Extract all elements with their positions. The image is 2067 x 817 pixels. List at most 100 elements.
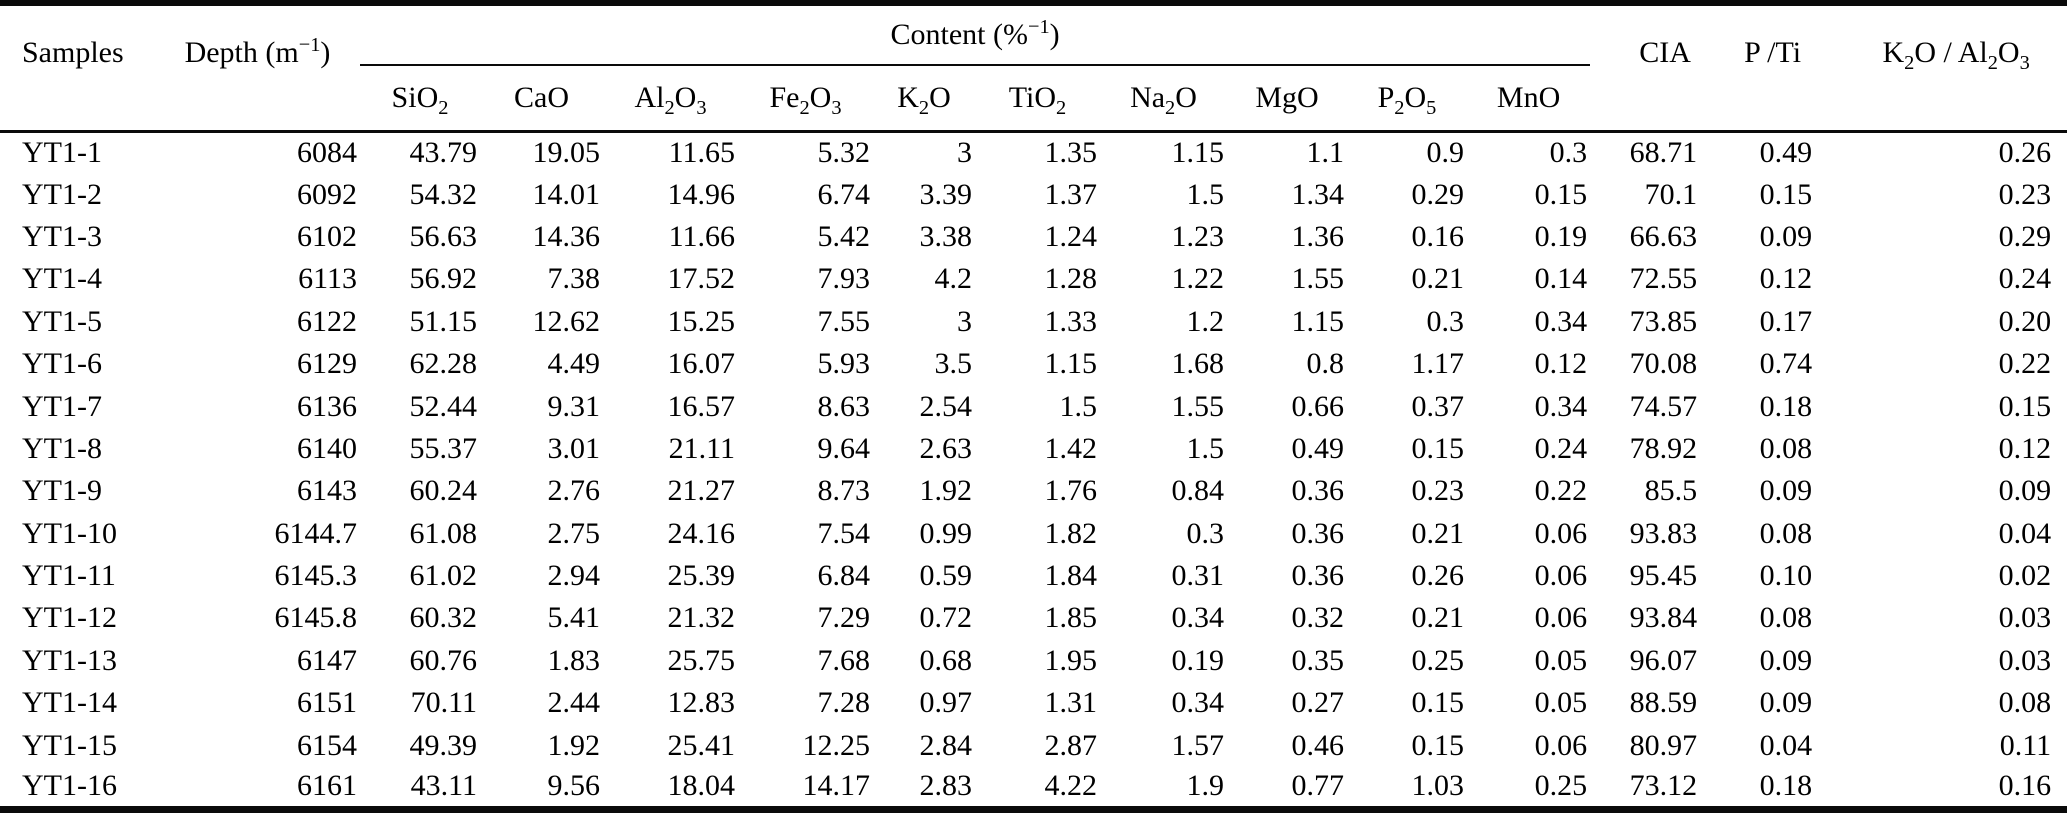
- cell-k2o-al2o3: 0.04: [1998, 516, 2052, 550]
- cell-cao: 12.62: [532, 304, 601, 338]
- cell-mno: 0.06: [1534, 728, 1588, 762]
- cell-sio2: 62.28: [409, 347, 478, 381]
- cell-cao: 3.01: [547, 431, 601, 465]
- cell-depth: 6145.8: [274, 601, 358, 635]
- cell-fe2o3: 7.54: [817, 516, 871, 550]
- cell-fe2o3: 5.32: [817, 135, 871, 169]
- cell-al2o3: 15.25: [667, 304, 736, 338]
- cell-cao: 2.75: [547, 516, 601, 550]
- cell-mgo: 0.8: [1306, 347, 1345, 381]
- cell-p2o5: 0.15: [1411, 431, 1465, 465]
- cell-tio2: 1.31: [1044, 686, 1098, 720]
- cell-al2o3: 17.52: [667, 262, 736, 296]
- cell-na2o: 1.68: [1171, 347, 1225, 381]
- cell-sample-id: YT1-3: [22, 219, 102, 253]
- cell-cia: 93.84: [1629, 601, 1698, 635]
- cell-depth: 6154: [297, 728, 357, 762]
- table-row: YT1-3 6102 56.63 14.36 11.66 5.42 3.38 1.24 1.23…: [0, 216, 2067, 258]
- cell-na2o: 1.5: [1186, 431, 1225, 465]
- cell-cia: 73.12: [1629, 769, 1698, 803]
- cell-k2o-al2o3: 0.22: [1998, 347, 2052, 381]
- column-header-na2o: Na2O: [1100, 65, 1227, 133]
- cell-cao: 2.76: [547, 474, 601, 508]
- cell-p2o5: 0.37: [1411, 389, 1465, 423]
- cell-k2o: 2.63: [919, 431, 973, 465]
- cell-fe2o3: 6.84: [817, 559, 871, 593]
- cell-cia: 73.85: [1629, 304, 1698, 338]
- cell-na2o: 0.3: [1186, 516, 1225, 550]
- cell-p-ti: 0.74: [1759, 347, 1813, 381]
- table-row: YT1-1 6084 43.79 19.05 11.65 5.32 3 1.35 1.15 1.1…: [0, 131, 2067, 173]
- cell-mno: 0.24: [1534, 431, 1588, 465]
- cell-al2o3: 25.75: [667, 643, 736, 677]
- cell-cia: 78.92: [1629, 431, 1698, 465]
- cell-depth: 6151: [297, 686, 357, 720]
- cell-fe2o3: 7.93: [817, 262, 871, 296]
- cell-tio2: 1.95: [1044, 643, 1098, 677]
- cell-cia: 96.07: [1629, 643, 1698, 677]
- cell-k2o-al2o3: 0.26: [1998, 135, 2052, 169]
- cell-k2o: 3: [957, 135, 972, 169]
- cell-sio2: 54.32: [409, 177, 478, 211]
- cell-cao: 19.05: [532, 135, 601, 169]
- table-row: YT1-5 6122 51.15 12.62 15.25 7.55 3 1.33 1.2 1.15…: [0, 301, 2067, 343]
- cell-p-ti: 0.09: [1759, 219, 1813, 253]
- cell-mgo: 1.34: [1291, 177, 1345, 211]
- cell-mno: 0.34: [1534, 304, 1588, 338]
- cell-tio2: 2.87: [1044, 728, 1098, 762]
- cell-mgo: 0.49: [1291, 431, 1345, 465]
- cell-k2o: 1.92: [919, 474, 973, 508]
- cell-p2o5: 0.25: [1411, 643, 1465, 677]
- column-header-fe2o3: Fe2O3: [738, 65, 873, 133]
- cell-depth: 6145.3: [274, 559, 358, 593]
- cell-na2o: 0.19: [1171, 643, 1225, 677]
- cell-tio2: 1.84: [1044, 559, 1098, 593]
- cell-na2o: 1.57: [1171, 728, 1225, 762]
- table-row: YT1-14 6151 70.11 2.44 12.83 7.28 0.97 1.31 0.34…: [0, 682, 2067, 724]
- table-row: YT1-12 6145.8 60.32 5.41 21.32 7.29 0.72 1.85 0.…: [0, 597, 2067, 639]
- cell-cao: 1.83: [547, 643, 601, 677]
- cell-p-ti: 0.12: [1759, 262, 1813, 296]
- cell-mno: 0.06: [1534, 559, 1588, 593]
- cell-sample-id: YT1-11: [22, 559, 116, 593]
- cell-k2o: 4.2: [934, 262, 973, 296]
- cell-p-ti: 0.15: [1759, 177, 1813, 211]
- table-row: YT1-8 6140 55.37 3.01 21.11 9.64 2.63 1.42 1.5 0.…: [0, 428, 2067, 470]
- cell-p-ti: 0.49: [1759, 135, 1813, 169]
- cell-k2o-al2o3: 0.02: [1998, 559, 2052, 593]
- cell-p-ti: 0.08: [1759, 516, 1813, 550]
- cell-cao: 7.38: [547, 262, 601, 296]
- cell-cia: 66.63: [1629, 219, 1698, 253]
- cell-cao: 1.92: [547, 728, 601, 762]
- table-row: YT1-4 6113 56.92 7.38 17.52 7.93 4.2 1.28 1.22 1.…: [0, 258, 2067, 300]
- cell-p-ti: 0.17: [1759, 304, 1813, 338]
- cell-k2o-al2o3: 0.29: [1998, 219, 2052, 253]
- cell-p2o5: 0.16: [1411, 219, 1465, 253]
- column-header-depth: Depth (m−1): [155, 3, 360, 133]
- cell-p2o5: 0.26: [1411, 559, 1465, 593]
- cell-p-ti: 0.09: [1759, 474, 1813, 508]
- cell-k2o-al2o3: 0.23: [1998, 177, 2052, 211]
- cell-cia: 88.59: [1629, 686, 1698, 720]
- cell-p-ti: 0.18: [1759, 389, 1813, 423]
- cell-p-ti: 0.09: [1759, 686, 1813, 720]
- cell-mno: 0.19: [1534, 219, 1588, 253]
- cell-mgo: 0.36: [1291, 559, 1345, 593]
- cell-fe2o3: 12.25: [802, 728, 871, 762]
- cell-sample-id: YT1-8: [22, 431, 102, 465]
- cell-mgo: 0.46: [1291, 728, 1345, 762]
- column-header-k2o: K2O: [873, 65, 975, 133]
- cell-al2o3: 18.04: [667, 769, 736, 803]
- cell-fe2o3: 8.73: [817, 474, 871, 508]
- cell-sample-id: YT1-2: [22, 177, 102, 211]
- cell-p-ti: 0.08: [1759, 601, 1813, 635]
- cell-na2o: 0.31: [1171, 559, 1225, 593]
- cell-p2o5: 0.21: [1411, 601, 1465, 635]
- cell-k2o-al2o3: 0.12: [1998, 431, 2052, 465]
- cell-cia: 85.5: [1644, 474, 1698, 508]
- cell-cia: 95.45: [1629, 559, 1698, 593]
- column-group-header-content: Content (%−1): [360, 3, 1591, 66]
- cell-k2o-al2o3: 0.03: [1998, 601, 2052, 635]
- cell-sample-id: YT1-15: [22, 728, 117, 762]
